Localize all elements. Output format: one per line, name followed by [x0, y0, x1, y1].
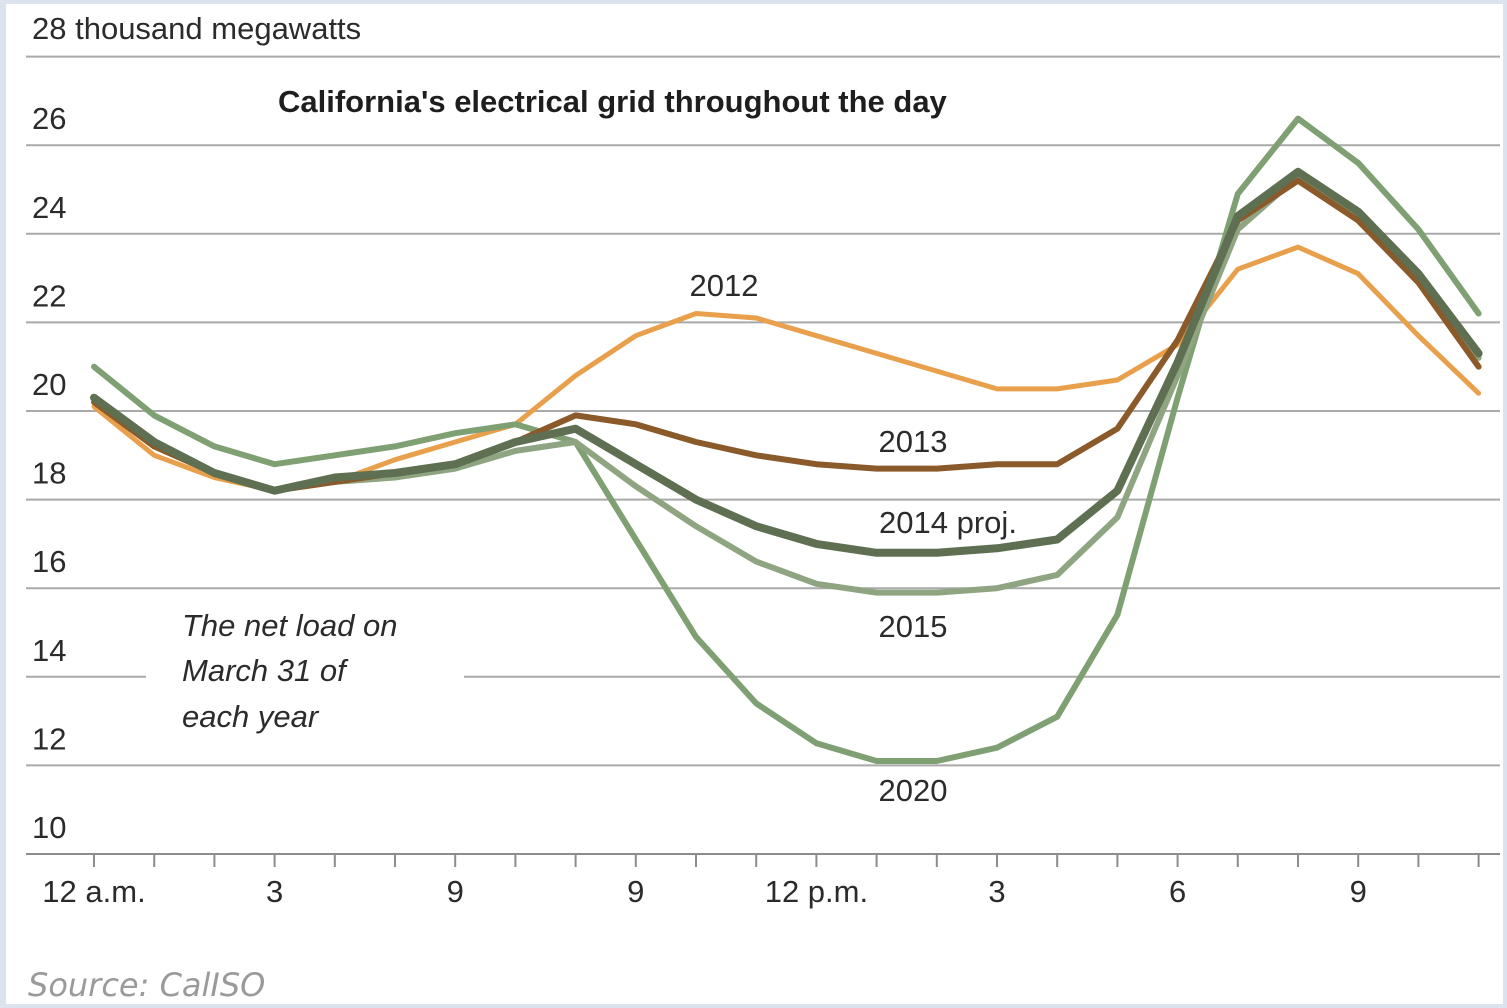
x-tick-label-15: 3 — [988, 874, 1005, 909]
series-label-2020: 2020 — [879, 773, 948, 808]
series-line-2012 — [91, 244, 1482, 494]
gridlines — [26, 55, 1500, 767]
y-tick-label-12: 12 — [32, 721, 66, 756]
x-tick-label-9: 9 — [627, 874, 644, 909]
y-tick-labels: 26 24 22 20 18 16 14 12 10 — [32, 101, 66, 845]
annotation-line-3: each year — [182, 699, 320, 734]
series-line-2013 — [91, 177, 1482, 494]
y-tick-label-22: 22 — [32, 278, 66, 313]
x-tick-label-12: 12 p.m. — [765, 874, 868, 909]
chart-title: California's electrical grid throughout … — [278, 84, 948, 119]
series-line-2015 — [91, 173, 1482, 596]
series-label-2013: 2013 — [879, 424, 948, 459]
chart-frame: 26 24 22 20 18 16 14 12 10 12 a.m. 3 9 9 12 p.m. 3 6 9 … — [6, 4, 1503, 1004]
unit-label: 28 thousand megawatts — [32, 11, 361, 46]
y-tick-label-20: 20 — [32, 367, 66, 402]
series-label-2015: 2015 — [879, 609, 948, 644]
annotation-line-2: March 31 of — [182, 653, 349, 688]
series-line-2020 — [91, 115, 1482, 764]
y-tick-label-14: 14 — [32, 633, 66, 668]
annotation-note: The net load on March 31 of each year — [182, 608, 397, 734]
x-tick-label-3: 3 — [266, 874, 283, 909]
x-tick-label-0: 12 a.m. — [42, 874, 145, 909]
x-axis: 12 a.m. 3 9 9 12 p.m. 3 6 9 — [26, 853, 1500, 909]
series-line-2014-proj — [90, 167, 1483, 557]
x-tick-label-6: 9 — [447, 874, 464, 909]
series-labels: 2012 2013 2014 proj. 2015 2020 — [690, 268, 1017, 808]
x-tick-label-18: 6 — [1169, 874, 1186, 909]
y-tick-label-26: 26 — [32, 101, 66, 136]
source-note: Source: CalISO — [28, 966, 266, 1004]
y-tick-label-18: 18 — [32, 456, 66, 491]
series-label-2012: 2012 — [690, 268, 759, 303]
y-tick-label-24: 24 — [32, 190, 66, 225]
series-label-2014-proj: 2014 proj. — [879, 505, 1017, 540]
annotation-line-1: The net load on — [182, 608, 397, 643]
y-tick-label-10: 10 — [32, 810, 66, 845]
x-tick-label-21: 9 — [1350, 874, 1367, 909]
series-lines — [90, 115, 1483, 764]
y-tick-label-16: 16 — [32, 544, 66, 579]
